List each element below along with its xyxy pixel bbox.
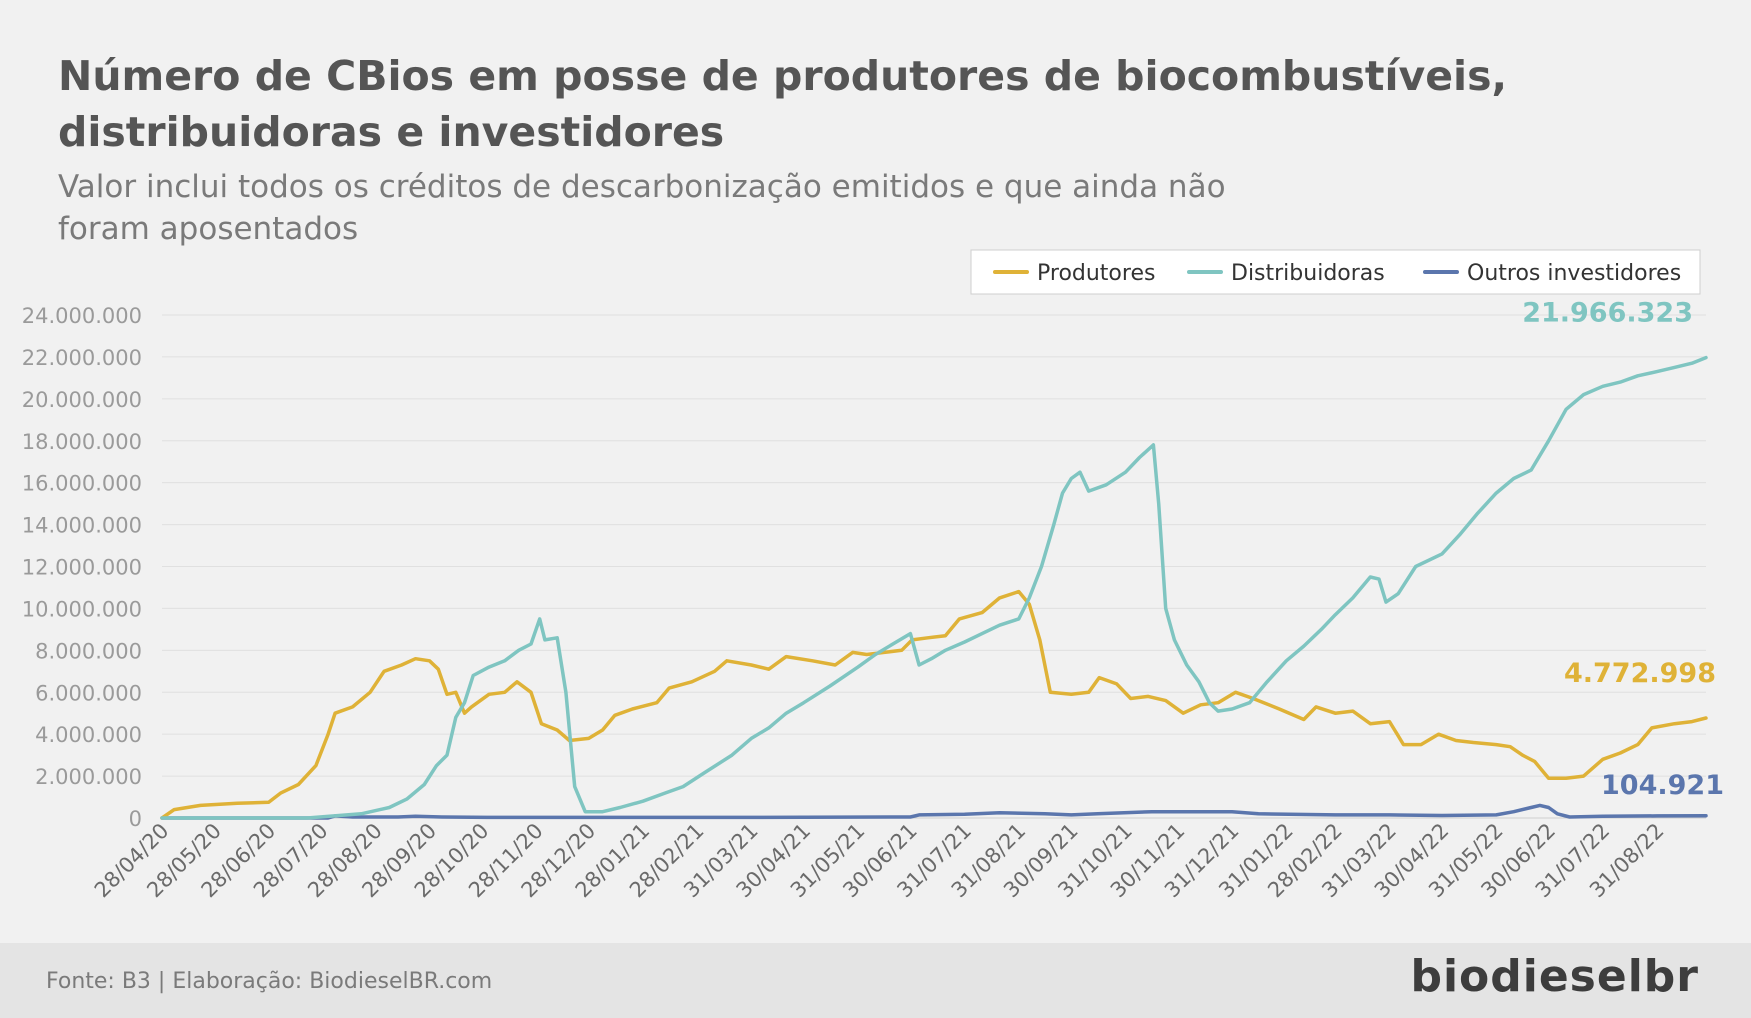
chart-subtitle: Valor inclui todos os créditos de descar… — [58, 166, 1226, 250]
y-axis-tick-labels: 0 2.000.000 4.000.000 6.000.000 8.000.000 10.… — [22, 304, 142, 831]
y-tick-label: 14.000.000 — [22, 514, 142, 538]
gridlines — [162, 314, 1706, 819]
legend-label-1: Distribuidoras — [1231, 261, 1385, 286]
legend: Produtores Distribuidoras Outros investido… — [970, 249, 1701, 295]
end-value-label-2: 104.921 — [1601, 770, 1724, 801]
series-line-2 — [160, 803, 1708, 820]
y-tick-label: 0 — [129, 807, 142, 831]
y-tick-label: 20.000.000 — [22, 388, 142, 412]
chart-title: Número de CBios em posse de produtores d… — [58, 48, 1507, 160]
y-tick-label: 18.000.000 — [22, 430, 142, 454]
chart-subtitle-line-1: Valor inclui todos os créditos de descar… — [58, 169, 1226, 205]
series-end-labels: 4.772.998 21.966.323 104.921 — [1522, 298, 1724, 801]
legend-box — [970, 249, 1701, 295]
brand-logo: biodieselbr — [1410, 951, 1699, 1002]
y-tick-label: 8.000.000 — [35, 639, 142, 663]
legend-label-0: Produtores — [1037, 261, 1155, 286]
y-tick-label: 12.000.000 — [22, 556, 142, 580]
y-tick-label: 10.000.000 — [22, 597, 142, 621]
line-chart: 0 2.000.000 4.000.000 6.000.000 8.000.000 10.… — [22, 249, 1724, 903]
chart-subtitle-line-2: foram aposentados — [58, 211, 359, 247]
y-tick-label: 6.000.000 — [35, 681, 142, 705]
series-lines — [160, 355, 1708, 820]
x-axis-tick-labels: 28/04/2028/05/2028/06/2028/07/2028/08/20… — [90, 819, 1669, 903]
end-value-label-0: 4.772.998 — [1564, 658, 1716, 689]
y-tick-label: 4.000.000 — [35, 723, 142, 747]
source-note: Fonte: B3 | Elaboração: BiodieselBR.com — [46, 969, 493, 994]
y-tick-label: 24.000.000 — [22, 304, 142, 328]
chart-title-line-2: distribuidoras e investidores — [58, 108, 725, 156]
footer: Fonte: B3 | Elaboração: BiodieselBR.com … — [0, 943, 1751, 1018]
series-line-0 — [160, 589, 1708, 820]
chart-title-line-1: Número de CBios em posse de produtores d… — [58, 52, 1508, 100]
y-tick-label: 2.000.000 — [35, 765, 142, 789]
legend-label-2: Outros investidores — [1467, 261, 1681, 286]
y-tick-label: 22.000.000 — [22, 346, 142, 370]
series-line-1 — [160, 355, 1708, 820]
y-tick-label: 16.000.000 — [22, 472, 142, 496]
end-value-label-1: 21.966.323 — [1522, 298, 1693, 329]
